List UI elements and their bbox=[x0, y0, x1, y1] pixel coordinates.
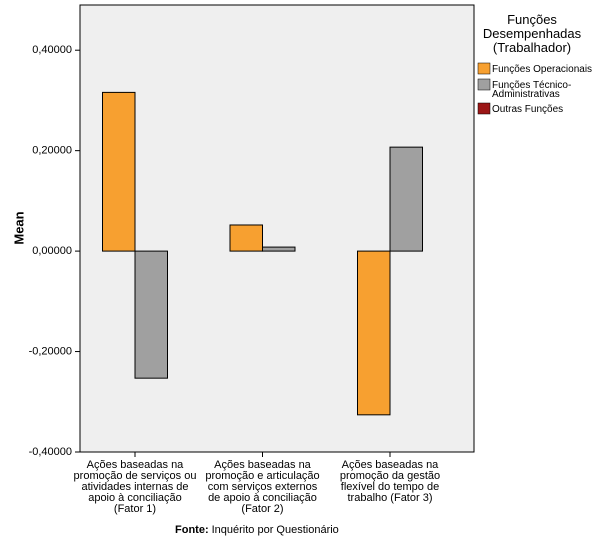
bar bbox=[389, 146, 423, 252]
y-tick-label: -0,40000 bbox=[29, 446, 72, 458]
legend-swatch bbox=[477, 78, 491, 91]
x-tick-label: Ações baseadas na promoção e articulação c… bbox=[205, 459, 319, 515]
legend-swatch bbox=[477, 102, 491, 115]
legend-label: Funções Operacionais bbox=[492, 64, 592, 75]
legend-title: Funções Desempenhadas (Trabalhador) bbox=[483, 12, 582, 55]
legend-label: Outras Funções bbox=[492, 104, 563, 115]
y-tick-label: -0,20000 bbox=[29, 345, 72, 357]
bar bbox=[357, 250, 391, 416]
bar bbox=[229, 224, 263, 252]
source-note: Fonte: Inquérito por Questionário bbox=[175, 524, 339, 536]
x-tick-label: Ações baseadas na promoção da gestão flexí… bbox=[340, 459, 440, 504]
bar bbox=[262, 246, 296, 252]
y-tick-label: 0,20000 bbox=[32, 145, 72, 157]
y-tick-label: 0,40000 bbox=[32, 44, 72, 56]
legend-swatch bbox=[477, 62, 491, 75]
x-tick-label: Ações baseadas na promoção de serviços ou… bbox=[74, 459, 197, 515]
legend-label: Funções Técnico-Administrativas bbox=[492, 80, 571, 100]
source: Inquérito por Questionário bbox=[212, 524, 339, 536]
bar bbox=[102, 91, 136, 252]
y-axis-label: Mean bbox=[11, 211, 26, 244]
y-tick-label: 0,00000 bbox=[32, 245, 72, 257]
bar bbox=[134, 250, 168, 379]
source-label: Fonte: bbox=[175, 524, 209, 536]
